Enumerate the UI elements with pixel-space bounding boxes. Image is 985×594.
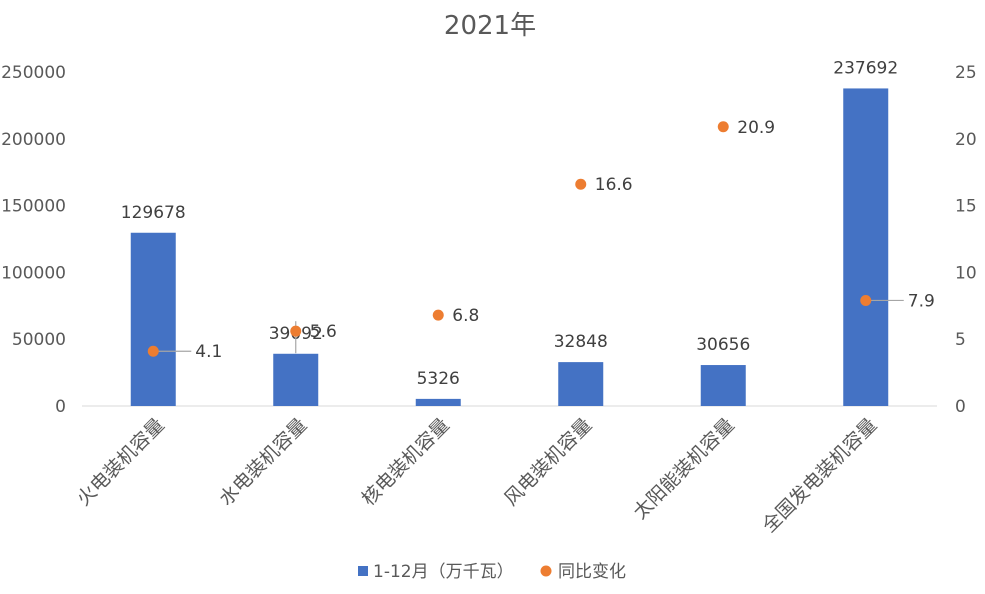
chart-title: 2021年 xyxy=(444,11,536,41)
point xyxy=(290,325,302,337)
point-value-label: 16.6 xyxy=(595,175,633,195)
point xyxy=(717,121,729,133)
bar-value-label: 30656 xyxy=(696,335,750,355)
point-value-label: 6.8 xyxy=(452,306,479,326)
legend-bar-label: 1-12月（万千瓦） xyxy=(373,562,514,582)
y-right-tick-label: 0 xyxy=(955,397,966,417)
bar xyxy=(700,365,746,406)
bar xyxy=(843,88,889,407)
x-category-label: 太阳能装机容量 xyxy=(629,414,739,524)
x-category-label: 火电装机容量 xyxy=(73,414,169,510)
y-right-tick-label: 15 xyxy=(955,197,977,217)
legend: 1-12月（万千瓦） 同比变化 xyxy=(358,562,626,582)
point-value-label: 20.9 xyxy=(737,118,775,138)
y-right-tick-label: 5 xyxy=(955,330,966,350)
point xyxy=(860,294,872,306)
legend-point-swatch xyxy=(540,565,552,577)
y-left-tick-label: 0 xyxy=(55,397,66,417)
legend-bar-swatch xyxy=(358,566,368,576)
y-right-tick-label: 10 xyxy=(955,263,977,283)
bar-value-label: 129678 xyxy=(121,203,186,223)
bar xyxy=(130,232,176,406)
y-left-tick-label: 100000 xyxy=(1,263,66,283)
x-category-label: 水电装机容量 xyxy=(215,414,311,510)
x-category-label: 风电装机容量 xyxy=(500,414,596,510)
legend-point-label: 同比变化 xyxy=(558,562,626,582)
y-left-tick-label: 50000 xyxy=(12,330,66,350)
x-category-label: 核电装机容量 xyxy=(358,414,454,510)
bar xyxy=(415,398,461,406)
bar-value-label: 237692 xyxy=(833,58,898,78)
point xyxy=(432,309,444,321)
point-value-label: 7.9 xyxy=(908,291,935,311)
bar-value-label: 5326 xyxy=(417,369,460,389)
bar-value-label: 32848 xyxy=(554,332,608,352)
y-left-tick-label: 250000 xyxy=(1,63,66,83)
y-right-tick-label: 20 xyxy=(955,130,977,150)
y-left-tick-label: 150000 xyxy=(1,197,66,217)
point xyxy=(575,178,587,190)
bar xyxy=(558,362,604,406)
point-value-label: 5.6 xyxy=(310,322,337,342)
y-left-tick-label: 200000 xyxy=(1,130,66,150)
point xyxy=(147,345,159,357)
bar xyxy=(273,353,319,406)
x-category-label: 全国发电装机容量 xyxy=(758,414,881,537)
point-value-label: 4.1 xyxy=(195,342,222,362)
y-right-tick-label: 25 xyxy=(955,63,977,83)
